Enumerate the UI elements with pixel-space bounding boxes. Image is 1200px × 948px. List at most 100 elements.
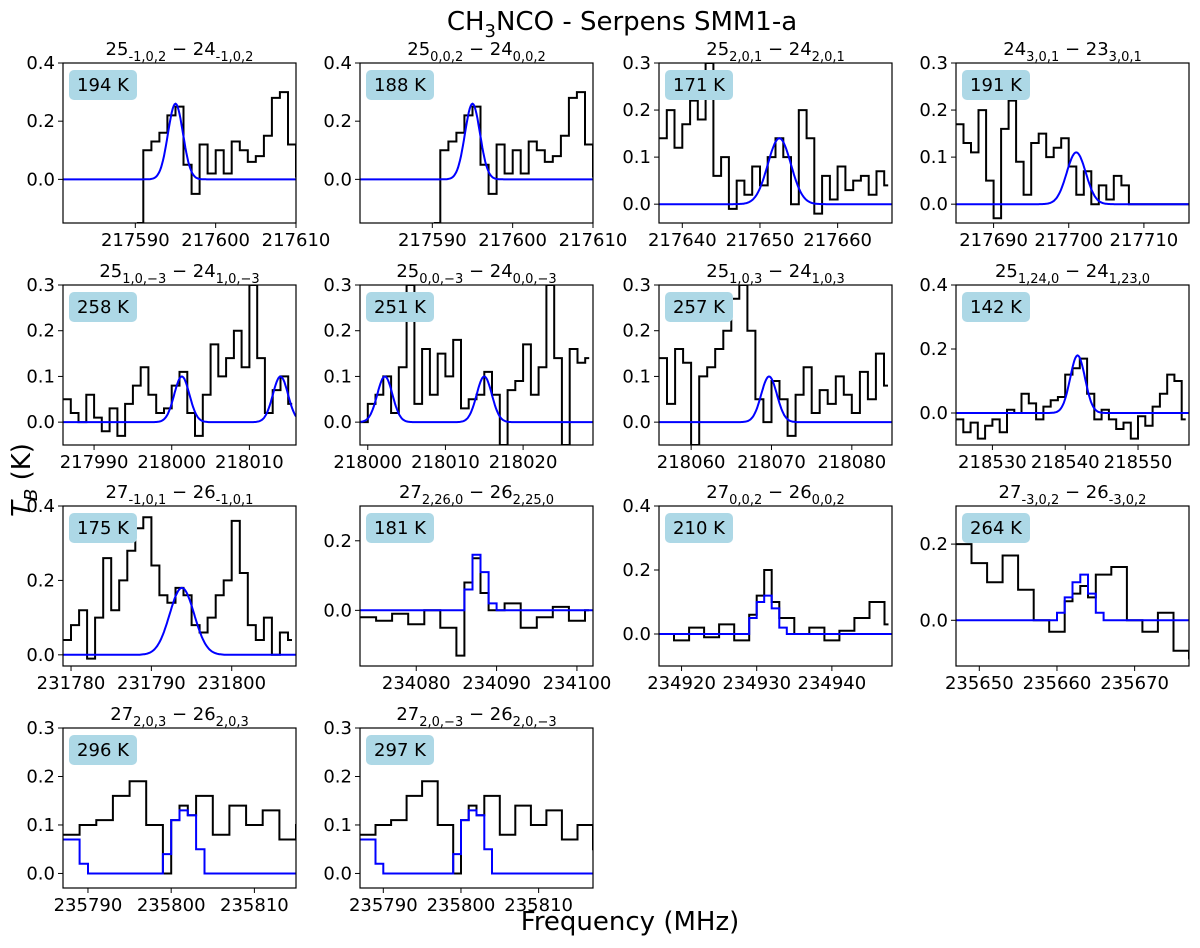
- panel-title-part: 27: [399, 482, 422, 503]
- model-spectrum: [63, 102, 296, 181]
- panel-title: 250,0,−3 − 240,0,−3: [396, 261, 556, 287]
- y-axis-label: TB (K): [7, 443, 42, 517]
- model-spectrum: [956, 354, 1189, 414]
- x-tick-label: 217610: [262, 230, 331, 251]
- y-tick-label: 0.3: [323, 275, 352, 296]
- axes-frame: [359, 505, 594, 667]
- x-tick-label: 234920: [647, 673, 716, 694]
- panel-title-subscript: 0,0,−3: [513, 272, 557, 287]
- energy-badge: [69, 513, 137, 543]
- y-tick-label: 0.0: [323, 600, 352, 621]
- panel-title-subscript: 1,23,0: [1109, 272, 1150, 287]
- panel-title-subscript: -3,0,2: [1021, 493, 1059, 508]
- panel-title-subscript: 3,0,1: [1109, 50, 1142, 65]
- x-tick-label: 218540: [1031, 452, 1100, 473]
- y-tick-label: 0.0: [622, 412, 651, 433]
- y-tick-label: 0.3: [323, 718, 352, 739]
- observed-spectrum: [956, 99, 1189, 220]
- energy-badge: [69, 292, 137, 322]
- x-tick-label: 218080: [817, 452, 886, 473]
- panel-title-part: 25: [407, 39, 430, 60]
- panel-title: 250,0,2 − 240,0,2: [407, 39, 546, 65]
- x-tick-label: 234930: [722, 673, 791, 694]
- y-tick-label: 0.0: [919, 610, 948, 631]
- ylabel-part: (K): [7, 443, 37, 489]
- x-tick-label: 235650: [945, 673, 1014, 694]
- axes-frame: [62, 284, 297, 446]
- x-tick-label: 235670: [1100, 673, 1169, 694]
- energy-badge-label: 181 K: [374, 518, 427, 539]
- y-tick-label: 0.1: [622, 147, 651, 168]
- figure-title: CH3NCO - Serpens SMM1-a: [447, 7, 797, 42]
- x-tick-label: 231780: [37, 673, 106, 694]
- y-tick-label: 0.0: [622, 194, 651, 215]
- axes-frame: [955, 284, 1190, 446]
- y-tick-label: 0.2: [323, 531, 352, 552]
- panel-title: 272,26,0 − 262,25,0: [399, 482, 554, 508]
- panel-title-subscript: 1,0,−3: [122, 272, 166, 287]
- energy-badge: [69, 70, 137, 100]
- y-tick-label: 0.4: [26, 496, 55, 517]
- x-tick-label: 217660: [803, 230, 872, 251]
- y-tick-label: 0.1: [323, 815, 352, 836]
- model-spectrum: [956, 573, 1189, 622]
- x-tick-label: 217590: [398, 230, 467, 251]
- panel-title: 251,0,−3 − 241,0,−3: [99, 261, 259, 287]
- x-tick-label: 234080: [382, 673, 451, 694]
- panel-title-part: − 26: [463, 482, 512, 503]
- panel-title-part: − 24: [463, 39, 512, 60]
- energy-badge: [366, 70, 434, 100]
- panel-title-part: − 24: [166, 39, 215, 60]
- x-tick-label: 217610: [559, 230, 628, 251]
- panel-title-part: 25: [995, 261, 1018, 282]
- model-spectrum: [659, 375, 892, 424]
- energy-badge-label: 297 K: [374, 740, 427, 761]
- x-tick-label: 217590: [101, 230, 170, 251]
- panel-title: 272,0,3 − 262,0,3: [110, 704, 249, 730]
- panel-title-subscript: -3,0,2: [1109, 493, 1147, 508]
- panel-title-part: 27: [106, 482, 129, 503]
- panel-title-subscript: 0,0,−3: [419, 272, 463, 287]
- panel-title-subscript: 2,0,3: [133, 715, 166, 730]
- panel-title-subscript: 1,0,−3: [216, 272, 260, 287]
- observed-spectrum: [659, 63, 889, 215]
- x-tick-label: 218070: [737, 452, 806, 473]
- energy-badge: [962, 70, 1030, 100]
- y-tick-label: 0.4: [919, 275, 948, 296]
- panel-title-subscript: 2,0,3: [216, 715, 249, 730]
- y-tick-label: 0.0: [323, 169, 352, 190]
- y-tick-label: 0.2: [323, 766, 352, 787]
- observed-spectrum: [360, 557, 589, 657]
- x-axis-label: Frequency (MHz): [521, 907, 740, 937]
- title-subscript: 3: [485, 21, 496, 42]
- panel-title-subscript: 0,0,2: [430, 50, 463, 65]
- energy-badge: [366, 292, 434, 322]
- model-spectrum: [659, 594, 892, 635]
- y-tick-label: 0.0: [26, 863, 55, 884]
- x-tick-label: 217600: [478, 230, 547, 251]
- x-tick-label: 217710: [1110, 230, 1179, 251]
- x-tick-label: 217990: [60, 452, 129, 473]
- energy-badge: [366, 513, 434, 543]
- y-tick-label: 0.0: [26, 645, 55, 666]
- energy-badge-label: 258 K: [77, 297, 130, 318]
- panel-title-subscript: 2,0,−3: [513, 715, 557, 730]
- ylabel-part: T: [7, 499, 37, 517]
- x-tick-label: 235660: [1023, 673, 1092, 694]
- x-tick-label: 218060: [657, 452, 726, 473]
- panel-10: 272,26,0 − 262,25,0 234080 234090 234100 0.0…: [323, 482, 611, 694]
- observed-spectrum: [136, 91, 296, 223]
- x-tick-label: 234100: [543, 673, 612, 694]
- panel-title-part: − 23: [1059, 39, 1108, 60]
- x-tick-label: 235810: [220, 895, 289, 916]
- y-tick-label: 0.2: [622, 100, 651, 121]
- x-tick-label: 217650: [726, 230, 795, 251]
- panel-title: 25-1,0,2 − 24-1,0,2: [106, 39, 254, 65]
- model-spectrum: [360, 102, 593, 181]
- ylabel-subscript: B: [21, 489, 42, 501]
- y-tick-label: 0.3: [919, 53, 948, 74]
- y-tick-label: 0.1: [26, 815, 55, 836]
